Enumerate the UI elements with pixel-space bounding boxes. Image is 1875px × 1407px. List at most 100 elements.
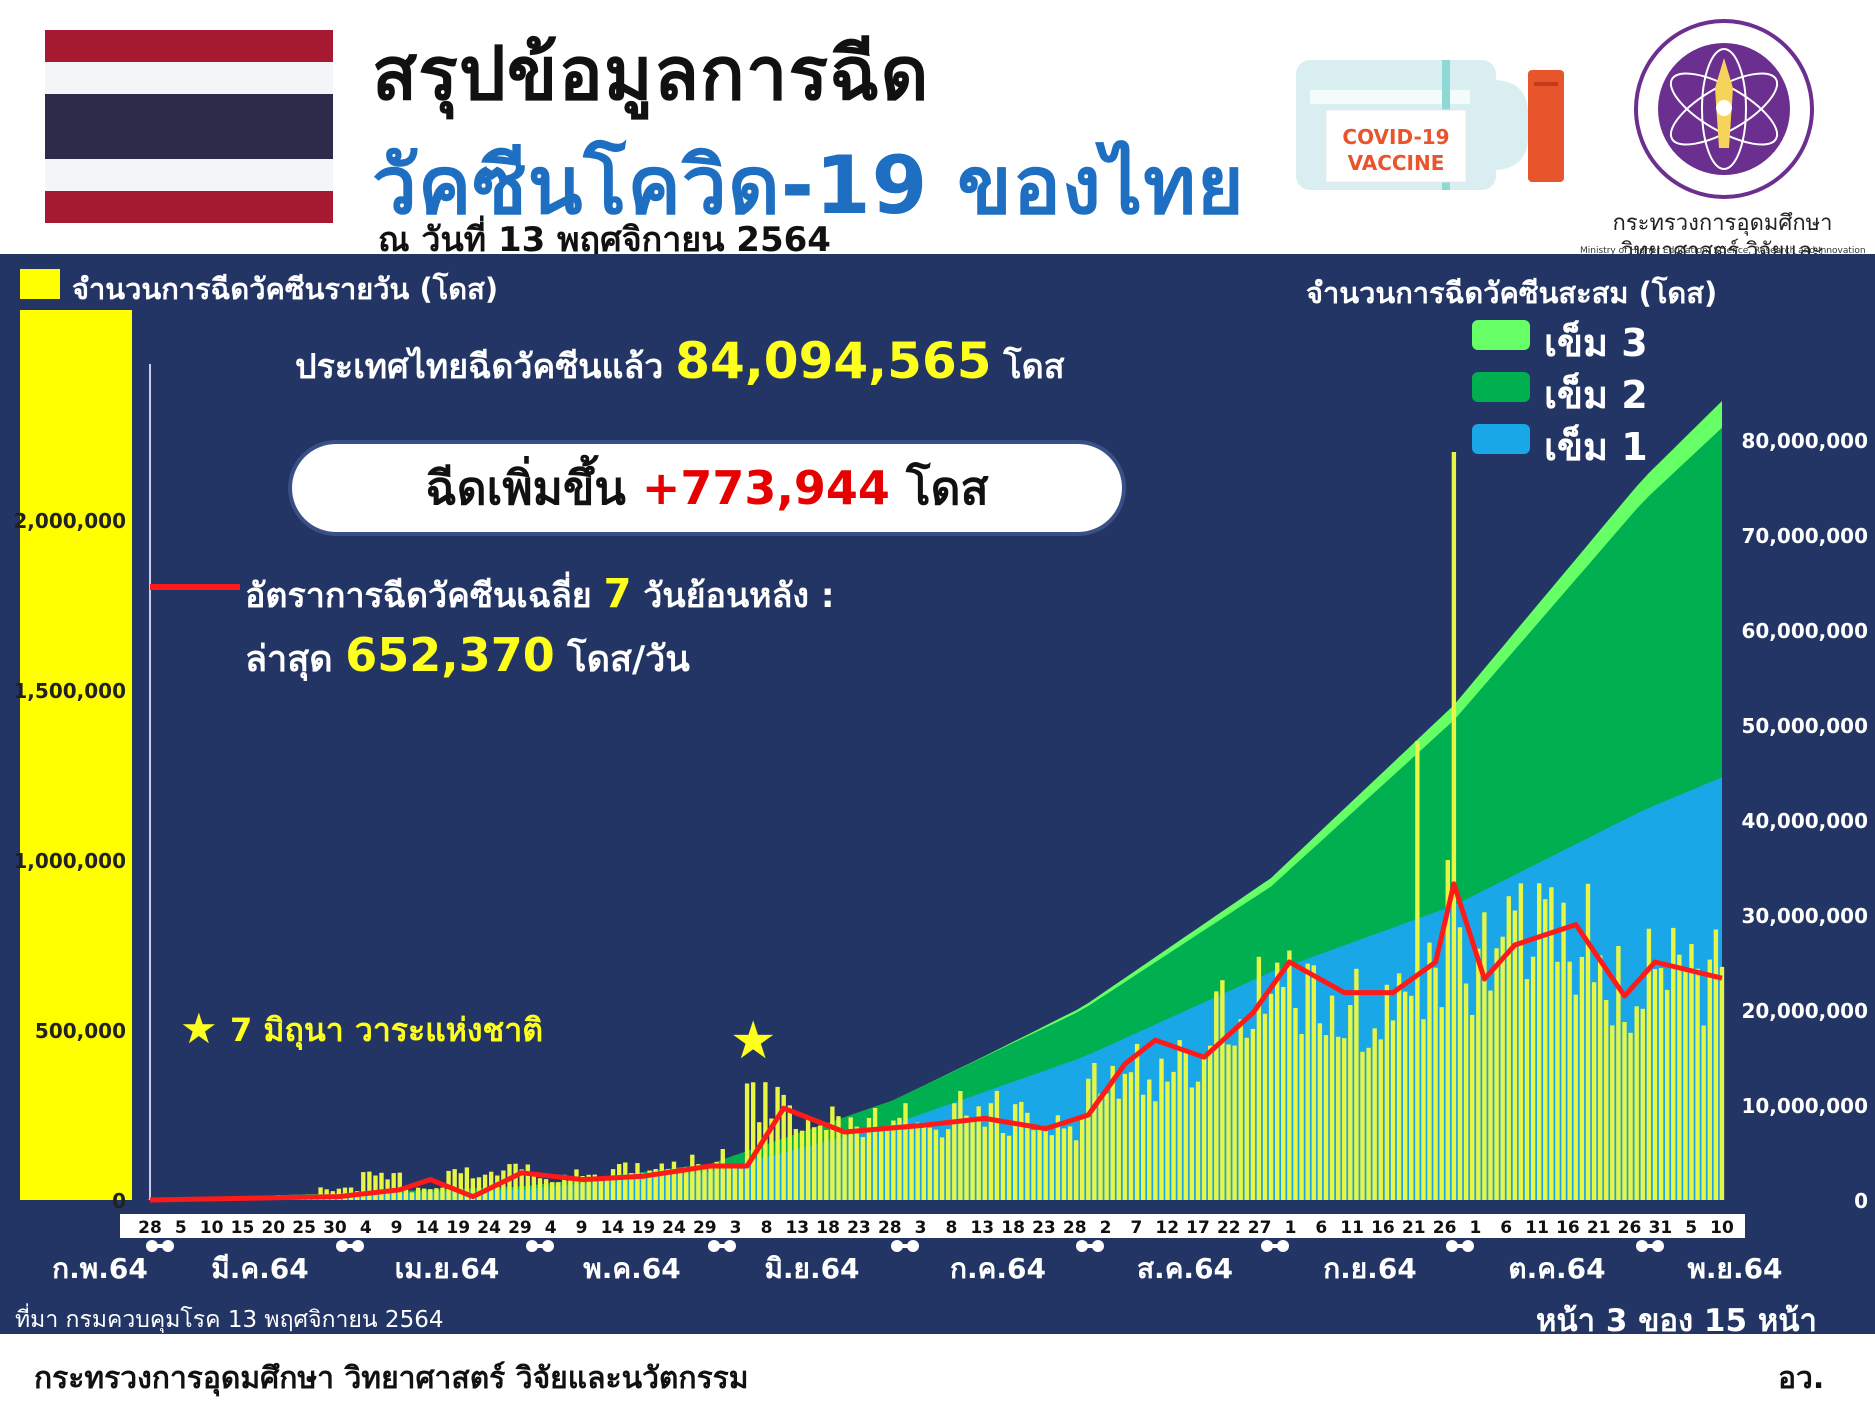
daily-bar xyxy=(994,1090,1000,1200)
x-tick-label: 2 xyxy=(1100,1218,1112,1238)
daily-bar xyxy=(1299,1034,1304,1200)
x-month-label: มี.ค.64 xyxy=(211,1252,308,1285)
daily-legend-swatch xyxy=(20,269,60,299)
daily-bar xyxy=(1250,1028,1256,1200)
daily-bar xyxy=(1000,1133,1006,1200)
daily-bar xyxy=(1104,1093,1109,1200)
x-month-label: ต.ค.64 xyxy=(1508,1252,1605,1285)
daily-bar xyxy=(1256,956,1262,1200)
daily-bar xyxy=(769,1118,774,1200)
daily-bar xyxy=(1622,1022,1627,1200)
daily-bar xyxy=(556,1182,561,1200)
x-tick-label: 16 xyxy=(1371,1218,1395,1238)
daily-bar xyxy=(1006,1135,1012,1200)
daily-bar xyxy=(1665,989,1670,1200)
daily-bar xyxy=(1220,980,1225,1200)
x-tick-label: 31 xyxy=(1649,1218,1673,1238)
daily-bar xyxy=(1494,948,1499,1200)
daily-bar xyxy=(507,1164,512,1200)
daily-bar xyxy=(897,1117,902,1200)
daily-bar xyxy=(1482,912,1487,1200)
daily-bar xyxy=(1043,1128,1048,1200)
daily-bar xyxy=(1695,968,1700,1200)
daily-bar xyxy=(623,1162,628,1200)
daily-bar xyxy=(550,1182,555,1200)
daily-bar xyxy=(1652,969,1658,1200)
daily-bar xyxy=(635,1163,640,1200)
daily-bar xyxy=(574,1169,579,1200)
daily-bar xyxy=(720,1149,725,1200)
daily-bar xyxy=(1409,995,1414,1200)
daily-bar xyxy=(677,1169,683,1200)
x-tick-label: 14 xyxy=(601,1218,625,1238)
daily-bar xyxy=(1092,1063,1097,1200)
daily-bar xyxy=(1342,1038,1347,1200)
left-tick-label: 500,000 xyxy=(35,1019,126,1043)
daily-bar xyxy=(464,1167,470,1200)
left-axis-band xyxy=(20,310,132,1200)
x-tick-label: 15 xyxy=(231,1218,255,1238)
x-tick-label: 11 xyxy=(1525,1218,1549,1238)
x-tick-label: 29 xyxy=(693,1218,717,1238)
x-axis-band xyxy=(120,1214,1745,1238)
daily-bar xyxy=(1305,963,1310,1200)
daily-bar xyxy=(1287,950,1292,1200)
daily-bar xyxy=(1372,1028,1377,1200)
daily-bar xyxy=(1524,979,1530,1200)
daily-bar xyxy=(610,1169,616,1200)
daily-increase-box: ฉีดเพิ่มขึ้น +773,944 โดส xyxy=(288,440,1126,536)
daily-bar xyxy=(598,1177,604,1200)
x-tick-label: 21 xyxy=(1587,1218,1611,1238)
daily-bar xyxy=(885,1128,890,1200)
daily-bar xyxy=(879,1126,884,1200)
x-tick-label: 20 xyxy=(261,1218,285,1238)
x-tick-label: 26 xyxy=(1618,1218,1642,1238)
daily-bar xyxy=(805,1118,811,1200)
daily-bar xyxy=(391,1173,396,1200)
daily-bar xyxy=(921,1125,926,1200)
daily-bar xyxy=(915,1122,920,1200)
daily-bar xyxy=(665,1169,671,1200)
daily-bar xyxy=(1719,966,1725,1200)
daily-bar xyxy=(799,1130,805,1200)
daily-bar xyxy=(1134,1043,1140,1200)
x-tick-label: 28 xyxy=(1063,1218,1087,1238)
legend-label-dose3: เข็ม 3 xyxy=(1544,321,1648,365)
page-title-line1: สรุปข้อมูลการฉีด xyxy=(372,31,930,117)
daily-bar xyxy=(738,1168,744,1200)
daily-bar xyxy=(1080,1115,1085,1200)
daily-bar xyxy=(1262,1013,1268,1200)
daily-bar xyxy=(1707,959,1712,1200)
daily-bar xyxy=(909,1125,914,1200)
daily-bar xyxy=(470,1178,476,1200)
daily-bar xyxy=(434,1188,439,1200)
daily-bar xyxy=(1518,883,1524,1200)
daily-bar xyxy=(318,1187,323,1200)
daily-bar xyxy=(1591,982,1597,1200)
daily-bar xyxy=(1646,928,1652,1200)
svg-text:VACCINE: VACCINE xyxy=(1348,151,1445,175)
daily-bar xyxy=(1585,883,1591,1200)
daily-bar xyxy=(872,1108,878,1200)
right-tick-label: 0 xyxy=(1854,1189,1868,1213)
daily-bar xyxy=(1122,1073,1128,1200)
daily-bar xyxy=(775,1086,780,1200)
daily-bar xyxy=(1317,1023,1323,1200)
x-tick-label: 1 xyxy=(1469,1218,1481,1238)
x-tick-label: 21 xyxy=(1402,1218,1426,1238)
x-tick-label: 5 xyxy=(1685,1218,1697,1238)
daily-bar xyxy=(629,1173,634,1200)
daily-bar xyxy=(1183,1050,1188,1200)
daily-bar xyxy=(946,1129,951,1200)
daily-bar xyxy=(452,1169,457,1200)
daily-bar xyxy=(1025,1112,1030,1200)
x-tick-label: 14 xyxy=(416,1218,440,1238)
daily-bar xyxy=(927,1127,933,1200)
x-tick-label: 9 xyxy=(391,1218,403,1238)
x-tick-label: 1 xyxy=(1285,1218,1297,1238)
ministry-seal-icon xyxy=(1634,19,1814,199)
daily-bar xyxy=(708,1166,713,1200)
right-tick-label: 70,000,000 xyxy=(1741,524,1868,548)
daily-bar xyxy=(1268,993,1274,1200)
daily-bar xyxy=(1549,887,1554,1200)
